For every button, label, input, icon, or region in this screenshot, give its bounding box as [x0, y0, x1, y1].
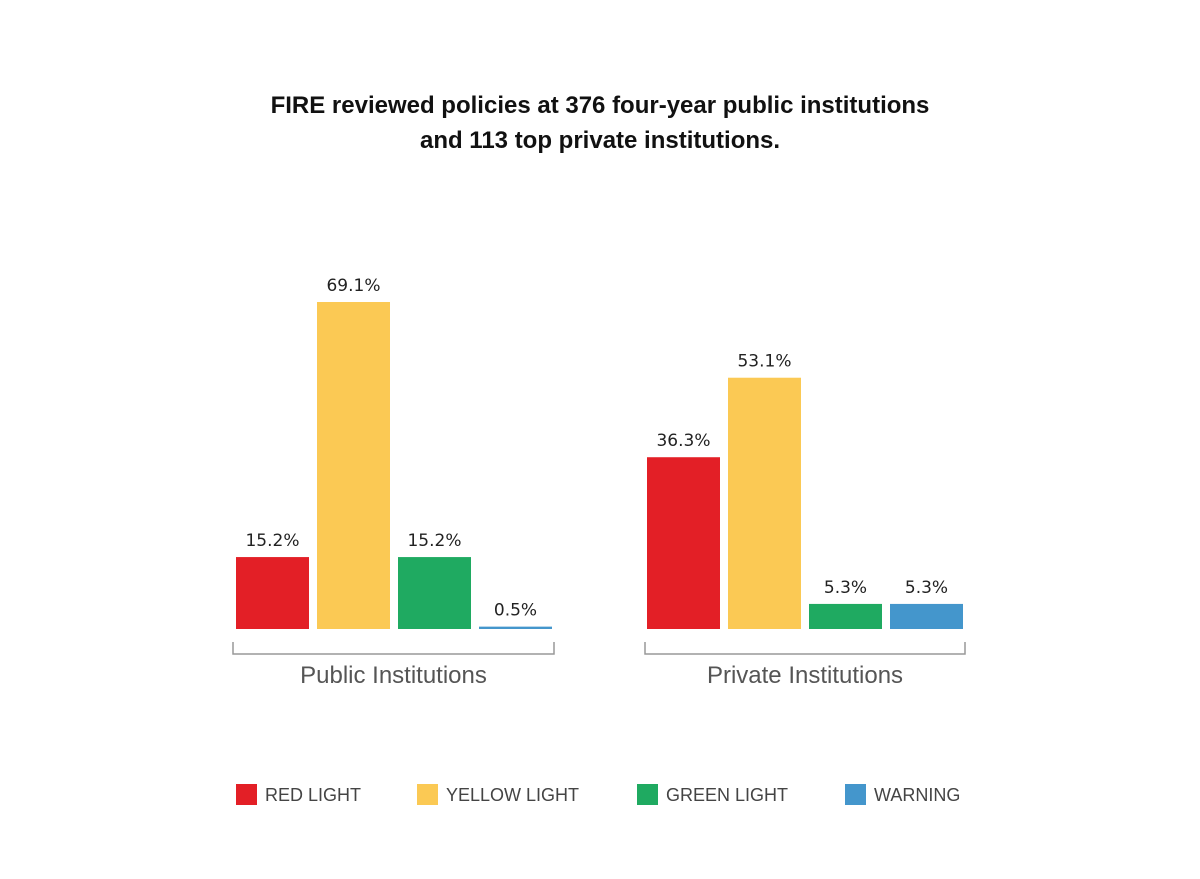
legend-swatch	[845, 784, 866, 805]
legend-swatch	[417, 784, 438, 805]
legend-label: RED LIGHT	[265, 785, 361, 805]
group-bracket	[232, 642, 555, 655]
value-label-public-institutions-warning: 0.5%	[494, 601, 537, 621]
bar-public-institutions-yellow-light	[317, 302, 390, 629]
group-label-private-institutions: Private Institutions	[707, 662, 903, 689]
legend-item-green-light: GREEN LIGHT	[637, 784, 788, 805]
value-label-public-institutions-yellow-light: 69.1%	[326, 276, 380, 296]
chart-title: FIRE reviewed policies at 376 four-year …	[271, 92, 930, 154]
legend-item-warning: WARNING	[845, 784, 960, 805]
legend-item-yellow-light: YELLOW LIGHT	[417, 784, 579, 805]
value-label-public-institutions-red-light: 15.2%	[245, 531, 299, 551]
value-label-private-institutions-red-light: 36.3%	[656, 431, 710, 451]
value-label-private-institutions-green-light: 5.3%	[824, 578, 867, 598]
legend-item-red-light: RED LIGHT	[236, 784, 361, 805]
bar-public-institutions-red-light	[236, 557, 309, 629]
legend: RED LIGHT YELLOW LIGHT GREEN LIGHT WARNING	[236, 784, 960, 805]
legend-swatch	[236, 784, 257, 805]
value-label-private-institutions-warning: 5.3%	[905, 578, 948, 598]
group-axes: Public Institutions Private Institutions	[232, 642, 966, 689]
bar-private-institutions-green-light	[809, 603, 882, 629]
bar-public-institutions-warning	[479, 626, 552, 629]
value-label-private-institutions-yellow-light: 53.1%	[737, 352, 791, 372]
legend-label: GREEN LIGHT	[666, 785, 788, 805]
legend-label: YELLOW LIGHT	[446, 785, 579, 805]
legend-label: WARNING	[874, 785, 960, 805]
bar-private-institutions-warning	[890, 603, 963, 629]
bar-public-institutions-green-light	[398, 557, 471, 629]
legend-swatch	[637, 784, 658, 805]
value-label-public-institutions-green-light: 15.2%	[407, 531, 461, 551]
bar-private-institutions-red-light	[647, 457, 720, 629]
title-line-2: and 113 top private institutions.	[420, 127, 780, 154]
group-label-public-institutions: Public Institutions	[300, 662, 487, 689]
bar-private-institutions-yellow-light	[728, 377, 801, 629]
group-bracket	[644, 642, 966, 655]
title-line-1: FIRE reviewed policies at 376 four-year …	[271, 92, 930, 119]
bars: 15.2% 69.1% 15.2% 0.5% 36.3% 53.1% 5.3% 5.3%	[236, 276, 963, 629]
